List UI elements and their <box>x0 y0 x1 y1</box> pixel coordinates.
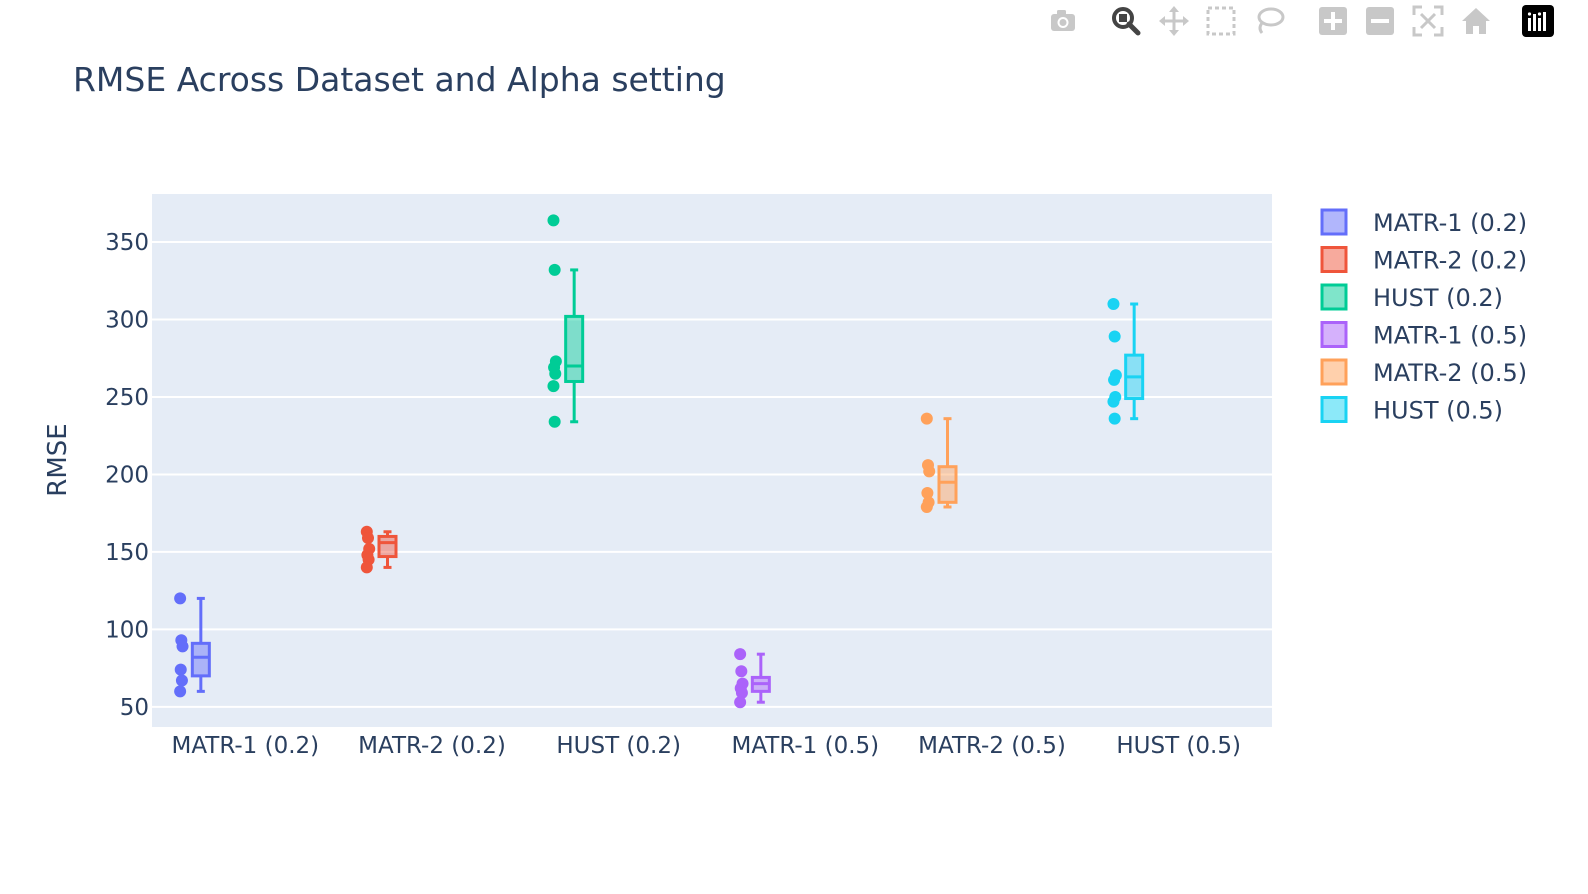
box-iqr <box>564 314 585 383</box>
legend-item[interactable]: HUST (0.2) <box>1320 283 1503 312</box>
chart-title: RMSE Across Dataset and Alpha setting <box>73 60 726 99</box>
data-point[interactable] <box>1108 330 1121 343</box>
reset-axes-icon[interactable] <box>1459 4 1493 38</box>
y-tick-label: 350 <box>105 230 149 256</box>
legend-item[interactable]: MATR-2 (0.5) <box>1320 358 1527 387</box>
legend-label: MATR-1 (0.5) <box>1373 322 1527 350</box>
legend-item[interactable]: MATR-1 (0.2) <box>1320 208 1527 237</box>
plotly-logo-icon[interactable] <box>1521 4 1555 38</box>
data-point[interactable] <box>176 640 189 653</box>
data-point[interactable] <box>920 412 933 425</box>
x-tick-label: MATR-1 (0.5) <box>731 733 879 759</box>
data-point[interactable] <box>174 592 187 605</box>
data-point[interactable] <box>923 465 936 478</box>
legend-label: MATR-1 (0.2) <box>1373 209 1527 237</box>
data-point[interactable] <box>548 263 561 276</box>
box-trace[interactable] <box>1107 298 1145 425</box>
y-tick-label: 250 <box>105 385 149 411</box>
legend-item[interactable]: HUST (0.5) <box>1320 396 1503 425</box>
legend-label: HUST (0.5) <box>1373 397 1503 425</box>
data-point[interactable] <box>175 674 188 687</box>
legend-swatch <box>1320 396 1348 423</box>
legend-label: MATR-2 (0.5) <box>1373 359 1527 387</box>
legend-item[interactable]: MATR-2 (0.2) <box>1320 246 1527 275</box>
y-tick-label: 150 <box>105 540 149 566</box>
data-point[interactable] <box>1107 395 1120 408</box>
zoom-out-icon[interactable] <box>1363 4 1397 38</box>
lasso-select-icon[interactable] <box>1252 4 1286 38</box>
data-point[interactable] <box>921 487 934 500</box>
data-point[interactable] <box>734 648 747 661</box>
legend-item[interactable]: MATR-1 (0.5) <box>1320 321 1527 350</box>
box-select-icon[interactable] <box>1204 4 1238 38</box>
box-trace[interactable] <box>920 412 958 513</box>
x-axis-ticks: MATR-1 (0.2) MATR-2 (0.2) HUST (0.2) MATR-1… <box>171 733 1240 759</box>
data-point[interactable] <box>547 380 560 393</box>
box-trace[interactable] <box>360 525 398 574</box>
y-axis-ticks: 50 100 150 200 250 300 350 <box>105 230 149 721</box>
x-tick-label: HUST (0.2) <box>556 733 681 759</box>
data-point[interactable] <box>547 214 560 227</box>
autoscale-icon[interactable] <box>1411 4 1445 38</box>
data-point[interactable] <box>734 696 747 709</box>
data-point[interactable] <box>1108 412 1121 425</box>
data-point[interactable] <box>362 531 374 544</box>
x-tick-label: MATR-1 (0.2) <box>171 733 319 759</box>
legend-swatch <box>1320 358 1348 386</box>
data-point[interactable] <box>735 665 748 678</box>
data-point[interactable] <box>735 686 748 699</box>
x-tick-label: MATR-2 (0.2) <box>358 733 506 759</box>
box-trace[interactable] <box>547 214 585 428</box>
box-iqr <box>937 465 958 504</box>
data-point[interactable] <box>548 415 561 428</box>
box-trace[interactable] <box>174 592 211 698</box>
y-axis-label: RMSE <box>43 423 73 496</box>
data-point[interactable] <box>360 561 373 574</box>
legend-swatch <box>1320 208 1348 236</box>
y-tick-label: 50 <box>120 695 149 721</box>
legend-swatch <box>1320 321 1348 348</box>
plot-area[interactable] <box>152 194 1272 727</box>
y-tick-label: 300 <box>105 308 149 334</box>
legend-label: HUST (0.2) <box>1373 284 1503 312</box>
data-point[interactable] <box>1108 373 1121 386</box>
zoom-icon[interactable] <box>1109 4 1143 38</box>
box-traces <box>174 214 1145 709</box>
camera-icon[interactable] <box>1046 4 1080 38</box>
legend-swatch <box>1320 283 1348 311</box>
legend-label: MATR-2 (0.2) <box>1373 247 1527 275</box>
legend-swatch <box>1320 246 1348 273</box>
box-trace[interactable] <box>734 648 771 709</box>
x-tick-label: MATR-2 (0.5) <box>918 733 1066 759</box>
y-tick-label: 200 <box>105 462 149 488</box>
box-iqr <box>190 641 211 678</box>
zoom-in-icon[interactable] <box>1316 4 1350 38</box>
data-point[interactable] <box>549 367 562 380</box>
data-point[interactable] <box>174 663 187 676</box>
gridlines <box>152 241 1272 708</box>
pan-icon[interactable] <box>1157 4 1191 38</box>
box-iqr <box>377 534 398 559</box>
x-tick-label: HUST (0.5) <box>1116 733 1241 759</box>
data-point[interactable] <box>920 500 933 513</box>
data-point[interactable] <box>1107 298 1120 311</box>
data-point[interactable] <box>174 685 187 698</box>
y-tick-label: 100 <box>105 617 149 643</box>
legend: MATR-1 (0.2) MATR-2 (0.2) HUST (0.2) MATR-1… <box>1320 208 1527 425</box>
